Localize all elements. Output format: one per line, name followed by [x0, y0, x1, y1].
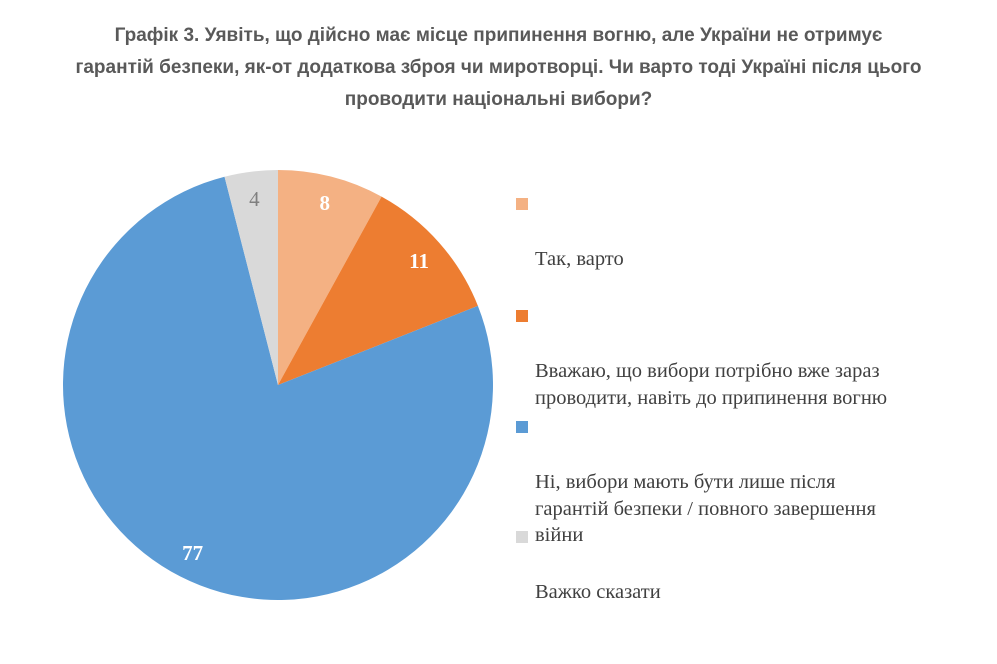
pie-chart: 8 11 77 4: [62, 169, 494, 601]
pie-value-label: 4: [249, 187, 260, 211]
legend-item: Ні, вибори мають бути лише після гаранті…: [516, 416, 982, 549]
legend-marker-icon: [516, 531, 528, 543]
legend-label: Вважаю, що вибори потрібно вже зараз про…: [535, 360, 888, 409]
pie-slice: [278, 170, 382, 385]
legend-item: Важко сказати: [516, 526, 982, 606]
pie-value-label: 11: [409, 249, 429, 273]
legend-label: Важко сказати: [535, 581, 661, 603]
pie-slice: [62, 176, 493, 600]
legend-marker-icon: [516, 310, 528, 322]
pie-slice: [224, 170, 278, 385]
pie-slice: [278, 196, 478, 385]
legend-item: Вважаю, що вибори потрібно вже зараз про…: [516, 305, 982, 411]
pie-value-label: 77: [182, 541, 203, 565]
legend-marker-icon: [516, 198, 528, 210]
pie-chart-svg: 8 11 77 4: [62, 170, 493, 600]
chart-title: Графік 3. Уявіть, що дійсно має місце пр…: [75, 25, 922, 110]
legend-label: Так, варто: [535, 248, 624, 270]
legend-marker-icon: [516, 421, 528, 433]
pie-value-label: 8: [320, 191, 331, 215]
legend-label: Ні, вибори мають бути лише після гаранті…: [535, 471, 876, 546]
legend-item: Так, варто: [516, 193, 982, 273]
